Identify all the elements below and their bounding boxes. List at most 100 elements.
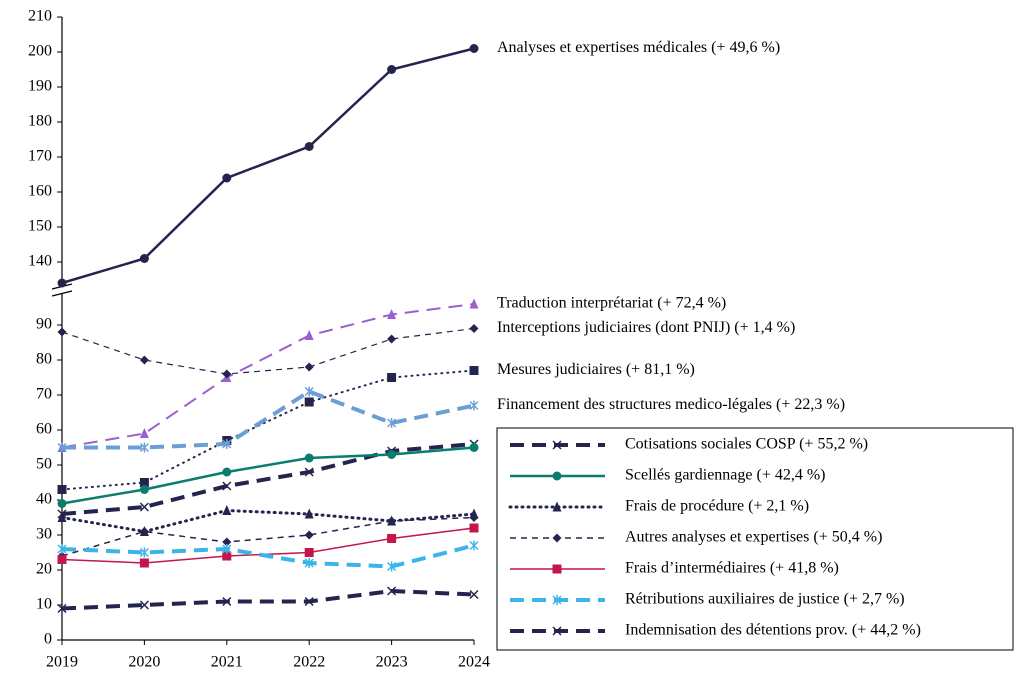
marker-stroke xyxy=(304,467,314,477)
legend-label: Rétributions auxiliaires de justice (+ 2… xyxy=(625,591,905,608)
marker xyxy=(387,309,397,319)
marker xyxy=(222,173,232,183)
y-tick-label: 80 xyxy=(36,351,52,368)
legend-label: Cotisations sociales COSP (+ 55,2 %) xyxy=(625,436,868,453)
marker xyxy=(57,278,67,288)
marker xyxy=(469,513,479,522)
series-line xyxy=(60,508,476,534)
marker xyxy=(57,603,67,614)
legend-item: Autres analyses et expertises (+ 50,4 %) xyxy=(510,529,882,546)
marker xyxy=(57,544,67,554)
marker xyxy=(469,366,479,375)
legend-label: Frais d’intermédiaires (+ 41,8 %) xyxy=(625,560,839,577)
y-tick-label: 180 xyxy=(28,113,52,130)
series-line xyxy=(61,442,475,516)
marker xyxy=(139,558,149,568)
marker xyxy=(387,516,397,526)
legend-item: Indemnisation des détentions prov. (+ 44… xyxy=(510,622,921,639)
legend-item: Scellés gardiennage (+ 42,4 %) xyxy=(510,467,826,484)
x-tick-label: 2020 xyxy=(128,654,160,671)
marker xyxy=(304,397,314,407)
marker xyxy=(304,558,314,568)
marker xyxy=(304,596,314,607)
x-tick-label: 2019 xyxy=(46,654,78,671)
y-tick-label: 150 xyxy=(28,218,52,235)
legend-label: Scellés gardiennage (+ 42,4 %) xyxy=(625,467,826,484)
y-tick-label: 50 xyxy=(36,456,52,473)
marker xyxy=(552,564,562,574)
marker xyxy=(304,467,314,477)
y-tick-label: 0 xyxy=(44,631,52,648)
marker xyxy=(469,324,479,333)
series-end-label: Mesures judiciaires (+ 81,1 %) xyxy=(497,361,695,378)
y-tick-label: 20 xyxy=(36,561,52,578)
marker xyxy=(552,533,562,543)
marker-stroke xyxy=(222,481,232,491)
marker xyxy=(552,626,562,636)
marker xyxy=(57,555,67,564)
marker xyxy=(469,298,479,309)
marker-stroke xyxy=(552,440,562,450)
marker-stroke xyxy=(552,626,562,636)
series-line xyxy=(61,303,475,449)
y-tick-label: 140 xyxy=(28,253,52,270)
marker xyxy=(222,596,232,607)
marker xyxy=(139,527,149,536)
marker xyxy=(387,418,397,428)
x-tick-label: 2023 xyxy=(376,654,408,671)
marker xyxy=(387,450,397,459)
y-tick-label: 90 xyxy=(36,316,52,333)
y-tick-label: 40 xyxy=(36,491,52,508)
legend-item: Cotisations sociales COSP (+ 55,2 %) xyxy=(510,436,868,453)
marker xyxy=(139,442,149,453)
marker-stroke xyxy=(304,596,314,607)
marker xyxy=(222,369,232,379)
x-tick-label: 2021 xyxy=(211,654,243,671)
marker-stroke xyxy=(139,600,149,610)
marker-stroke xyxy=(139,502,149,512)
marker xyxy=(387,534,397,543)
series-line xyxy=(62,389,475,450)
series-line xyxy=(61,446,475,505)
y-tick-label: 160 xyxy=(28,183,52,200)
y-tick-label: 60 xyxy=(36,421,52,438)
y-tick-label: 170 xyxy=(28,148,52,165)
series-line xyxy=(61,47,475,285)
marker xyxy=(469,400,479,411)
legend-item: Frais d’intermédiaires (+ 41,8 %) xyxy=(510,560,839,577)
marker xyxy=(304,548,314,557)
series-line xyxy=(61,327,475,375)
y-tick-label: 210 xyxy=(28,8,52,25)
marker xyxy=(304,453,314,463)
marker xyxy=(387,586,397,596)
marker xyxy=(469,523,479,533)
marker-stroke xyxy=(222,596,232,607)
marker xyxy=(57,512,67,522)
marker xyxy=(222,481,232,491)
series-end-label: Analyses et expertises médicales (+ 49,6… xyxy=(497,39,780,56)
y-tick-label: 200 xyxy=(28,43,52,60)
y-tick-label: 70 xyxy=(36,386,52,403)
marker xyxy=(304,508,314,519)
series-line xyxy=(61,369,475,491)
series-line xyxy=(61,516,475,557)
marker xyxy=(304,362,314,372)
marker xyxy=(552,501,562,512)
marker xyxy=(139,478,149,487)
marker xyxy=(222,544,232,554)
marker xyxy=(304,530,314,540)
marker xyxy=(552,595,562,605)
marker xyxy=(139,547,149,558)
marker xyxy=(222,505,232,515)
marker xyxy=(57,327,67,337)
marker xyxy=(222,551,232,561)
marker xyxy=(469,540,479,551)
marker xyxy=(552,471,562,481)
marker xyxy=(139,355,149,365)
marker xyxy=(222,537,232,547)
marker-stroke xyxy=(469,589,479,600)
marker xyxy=(387,373,397,382)
marker xyxy=(304,142,314,151)
series-end-label: Traduction interprétariat (+ 72,4 %) xyxy=(497,295,726,312)
series-line xyxy=(61,588,475,611)
